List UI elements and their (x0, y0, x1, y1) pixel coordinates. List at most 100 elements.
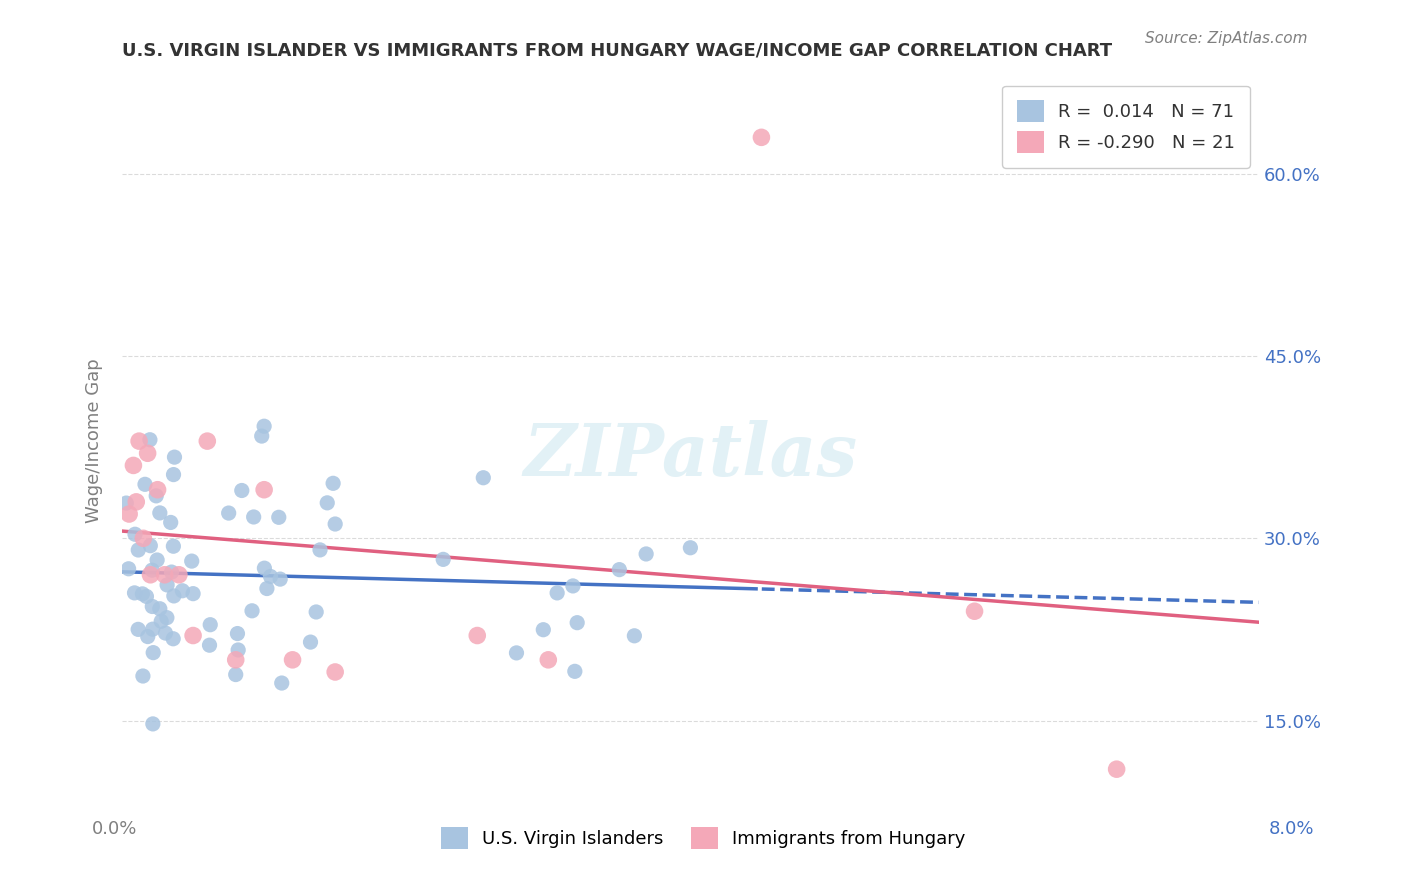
Point (167, 567, 190, 582)
Point (253, 483, 276, 497)
Point (546, 586, 568, 600)
Point (136, 630, 159, 644)
Point (149, 506, 172, 520)
Point (139, 567, 162, 582)
Point (125, 495, 148, 509)
Point (139, 433, 162, 447)
Point (145, 489, 167, 503)
Text: 0.0%: 0.0% (91, 820, 136, 838)
Point (162, 539, 184, 553)
Point (218, 506, 240, 520)
Point (131, 587, 153, 601)
Point (751, 130, 773, 145)
Point (135, 590, 157, 604)
Point (198, 638, 221, 652)
Point (270, 676, 292, 690)
Point (505, 646, 527, 660)
Point (250, 429, 273, 443)
Text: ZIPatlas: ZIPatlas (523, 420, 858, 491)
Point (561, 579, 583, 593)
Point (132, 669, 155, 683)
Point (253, 419, 276, 434)
Point (267, 510, 290, 524)
Point (117, 562, 139, 576)
Point (150, 615, 173, 629)
Point (172, 583, 194, 598)
Point (160, 565, 183, 579)
Point (225, 667, 247, 681)
Point (269, 572, 291, 586)
Point (281, 653, 304, 667)
Point (127, 543, 149, 558)
Point (679, 541, 702, 555)
Point (226, 626, 249, 640)
Y-axis label: Wage/Income Gap: Wage/Income Gap (86, 359, 103, 524)
Point (124, 586, 146, 600)
Point (156, 610, 179, 624)
Point (163, 450, 186, 464)
Point (142, 622, 165, 636)
Legend: R =  0.014   N = 71, R = -0.290   N = 21: R = 0.014 N = 71, R = -0.290 N = 21 (1002, 86, 1250, 168)
Point (200, 617, 222, 632)
Point (231, 483, 253, 498)
Point (607, 563, 630, 577)
Point (142, 717, 165, 731)
Point (124, 527, 146, 541)
Point (142, 646, 165, 660)
Point (180, 554, 202, 568)
Point (323, 516, 346, 531)
Legend: U.S. Virgin Islanders, Immigrants from Hungary: U.S. Virgin Islanders, Immigrants from H… (433, 820, 973, 856)
Point (159, 516, 181, 530)
Point (132, 532, 155, 546)
Point (537, 653, 560, 667)
Point (465, 628, 488, 642)
Point (472, 471, 495, 485)
Text: 8.0%: 8.0% (1270, 820, 1315, 838)
Point (432, 552, 454, 566)
Point (322, 476, 344, 491)
Point (139, 539, 162, 553)
Point (309, 542, 332, 557)
Point (253, 561, 276, 575)
Point (316, 496, 339, 510)
Point (162, 467, 184, 482)
Point (141, 599, 163, 614)
Point (963, 604, 986, 618)
Point (256, 582, 278, 596)
Point (259, 569, 281, 583)
Point (181, 587, 204, 601)
Point (531, 623, 554, 637)
Point (1105, 762, 1128, 776)
Point (242, 510, 264, 524)
Point (225, 653, 247, 667)
Text: U.S. VIRGIN ISLANDER VS IMMIGRANTS FROM HUNGARY WAGE/INCOME GAP CORRELATION CHAR: U.S. VIRGIN ISLANDER VS IMMIGRANTS FROM … (122, 42, 1112, 60)
Point (323, 665, 346, 679)
Point (128, 434, 150, 449)
Point (564, 665, 586, 679)
Point (240, 604, 263, 618)
Point (305, 605, 328, 619)
Point (118, 507, 141, 521)
Point (195, 434, 218, 449)
Point (115, 496, 138, 510)
Point (623, 629, 645, 643)
Point (636, 547, 658, 561)
Point (134, 477, 156, 491)
Point (567, 615, 589, 630)
Point (141, 563, 163, 577)
Point (299, 635, 322, 649)
Text: Source: ZipAtlas.com: Source: ZipAtlas.com (1144, 31, 1308, 46)
Point (136, 446, 159, 460)
Point (226, 643, 249, 657)
Point (162, 632, 184, 646)
Point (156, 578, 179, 592)
Point (163, 589, 186, 603)
Point (122, 458, 145, 473)
Point (127, 623, 149, 637)
Point (149, 601, 172, 615)
Point (146, 553, 169, 567)
Point (146, 483, 169, 497)
Point (153, 567, 176, 582)
Point (155, 626, 177, 640)
Point (181, 628, 204, 642)
